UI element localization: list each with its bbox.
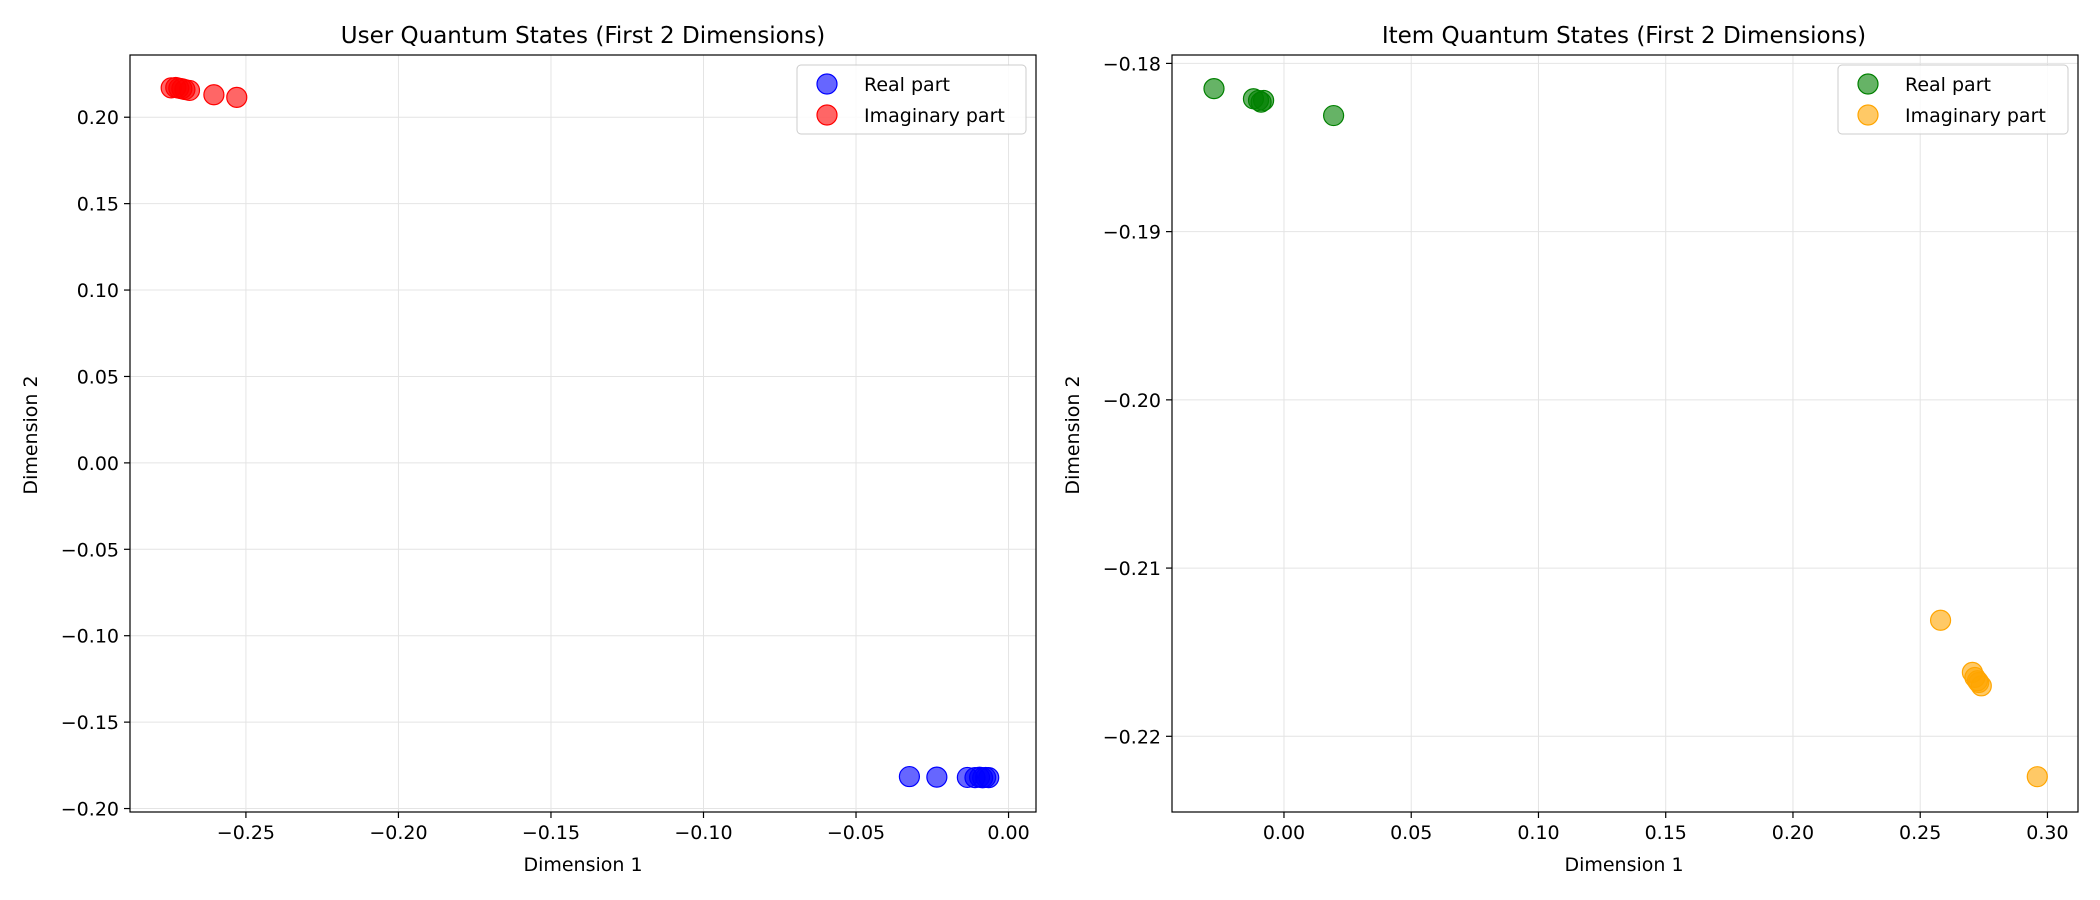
x-tick-label: 0.05 xyxy=(1390,822,1432,844)
y-tick-label: 0.05 xyxy=(77,366,119,388)
x-tick-label: 0.10 xyxy=(1517,822,1559,844)
x-axis-label: Dimension 1 xyxy=(523,854,642,876)
x-tick-label: 0.15 xyxy=(1645,822,1687,844)
real-part-point xyxy=(978,767,1000,789)
y-tick-label: 0.15 xyxy=(77,194,119,216)
imaginary-part-point xyxy=(1970,675,1992,697)
legend-marker-real xyxy=(1857,73,1879,95)
imaginary-part-point xyxy=(178,79,201,102)
chart-title: Item Quantum States (First 2 Dimensions) xyxy=(1382,23,1866,49)
y-tick-label: 0.10 xyxy=(77,280,119,302)
legend: Real part Imaginary part xyxy=(796,64,1027,135)
y-tick-label: −0.22 xyxy=(1103,726,1161,748)
y-tick-label: −0.20 xyxy=(61,799,119,821)
y-axis-label: Dimension 2 xyxy=(20,375,42,494)
legend-label-imaginary: Imaginary part xyxy=(1905,105,2046,127)
real-part-point xyxy=(898,765,921,788)
x-tick-label: −0.10 xyxy=(674,822,732,844)
item-states-panel: Item Quantum States (First 2 Dimensions)… xyxy=(1062,23,2079,876)
plot-frame xyxy=(1171,54,2079,813)
legend-label-imaginary: Imaginary part xyxy=(864,105,1005,127)
plot-points xyxy=(160,76,1000,789)
y-tick-label: −0.05 xyxy=(61,539,119,561)
x-tick-label: 0.00 xyxy=(1263,822,1305,844)
legend-label-real: Real part xyxy=(1905,74,1991,96)
x-tick-label: −0.15 xyxy=(522,822,580,844)
y-tick-label: −0.18 xyxy=(1103,53,1161,75)
legend-label-real: Real part xyxy=(864,74,950,96)
axis-ticks: 0.00 0.05 0.10 0.15 0.20 0.25 0.30 −0.22 −0.21 −0… xyxy=(1103,53,2069,844)
real-part-point xyxy=(926,766,948,788)
y-tick-label: −0.10 xyxy=(61,626,119,648)
x-tick-label: −0.25 xyxy=(217,822,275,844)
x-tick-label: 0.20 xyxy=(1772,822,1814,844)
real-part-point xyxy=(1253,89,1275,112)
legend-marker-real xyxy=(816,73,838,95)
imaginary-part-point xyxy=(226,86,248,108)
x-tick-label: 0.30 xyxy=(2026,822,2068,844)
user-states-panel: User Quantum States (First 2 Dimensions)… xyxy=(20,23,1037,876)
legend-box xyxy=(796,64,1027,135)
x-tick-label: 0.00 xyxy=(987,822,1029,844)
legend-box xyxy=(1837,64,2069,135)
imaginary-part-point xyxy=(1929,609,1952,631)
y-tick-label: 0.20 xyxy=(77,107,119,129)
axis-ticks: −0.25 −0.20 −0.15 −0.10 −0.05 0.00 −0.20 −0.15 −… xyxy=(61,107,1030,844)
legend: Real part Imaginary part xyxy=(1837,64,2069,135)
grid xyxy=(1172,55,2078,812)
y-axis-label: Dimension 2 xyxy=(1062,375,1084,494)
imaginary-part-point xyxy=(2026,766,2048,788)
plot-frame xyxy=(129,54,1037,813)
real-part-point xyxy=(1323,104,1345,127)
y-tick-label: −0.20 xyxy=(1103,390,1161,412)
real-part-point xyxy=(1203,78,1225,100)
legend-marker-imaginary xyxy=(1857,104,1879,126)
grid xyxy=(130,55,1036,812)
x-axis-label: Dimension 1 xyxy=(1564,854,1683,876)
legend-marker-imaginary xyxy=(816,104,838,126)
y-tick-label: −0.19 xyxy=(1103,222,1161,244)
chart-title: User Quantum States (First 2 Dimensions) xyxy=(341,23,825,49)
plot-points xyxy=(1203,78,2048,788)
imaginary-part-point xyxy=(203,84,225,106)
x-tick-label: −0.05 xyxy=(827,822,885,844)
x-tick-label: 0.25 xyxy=(1899,822,1941,844)
y-tick-label: −0.21 xyxy=(1103,558,1161,580)
x-tick-label: −0.20 xyxy=(369,822,427,844)
y-tick-label: −0.15 xyxy=(61,712,119,734)
y-tick-label: 0.00 xyxy=(77,453,119,475)
